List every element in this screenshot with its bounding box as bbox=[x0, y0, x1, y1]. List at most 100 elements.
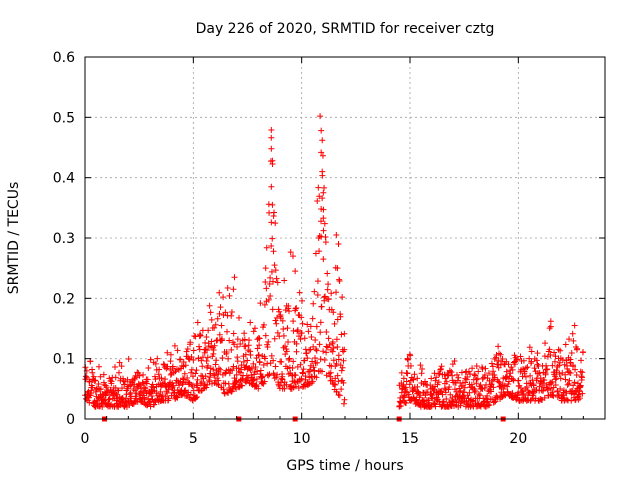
data-point bbox=[229, 367, 236, 374]
data-point bbox=[451, 357, 458, 364]
data-point bbox=[505, 361, 512, 368]
data-point bbox=[437, 366, 444, 373]
data-point bbox=[254, 368, 261, 375]
data-point bbox=[137, 382, 144, 389]
data-point bbox=[266, 281, 273, 288]
data-point bbox=[287, 249, 294, 256]
data-point bbox=[307, 362, 314, 369]
data-point bbox=[560, 391, 567, 398]
data-point bbox=[112, 390, 119, 397]
data-point bbox=[485, 370, 492, 377]
data-point bbox=[492, 398, 499, 405]
data-point bbox=[189, 383, 196, 390]
data-point bbox=[319, 195, 326, 202]
data-point bbox=[325, 281, 332, 288]
data-point bbox=[401, 392, 408, 399]
data-point bbox=[319, 368, 326, 375]
data-point bbox=[230, 330, 237, 337]
data-point bbox=[198, 357, 205, 364]
data-point bbox=[523, 384, 530, 391]
data-point bbox=[271, 375, 278, 382]
data-point bbox=[273, 275, 280, 282]
data-point bbox=[261, 301, 268, 308]
data-point bbox=[89, 369, 96, 376]
data-point bbox=[265, 296, 272, 303]
data-point bbox=[520, 390, 527, 397]
data-point bbox=[325, 296, 332, 303]
data-point bbox=[331, 320, 338, 327]
data-point bbox=[250, 328, 257, 335]
data-point bbox=[512, 361, 519, 368]
data-point bbox=[95, 363, 102, 370]
data-point bbox=[226, 370, 233, 377]
data-point bbox=[266, 371, 273, 378]
data-point bbox=[242, 343, 249, 350]
data-point bbox=[280, 326, 287, 333]
data-point bbox=[126, 402, 133, 409]
data-point bbox=[264, 360, 271, 367]
data-point bbox=[210, 366, 217, 373]
data-point bbox=[228, 346, 235, 353]
data-point bbox=[578, 357, 585, 364]
data-point bbox=[320, 256, 327, 263]
data-point bbox=[265, 338, 272, 345]
data-point bbox=[233, 378, 240, 385]
data-point bbox=[247, 319, 254, 326]
data-point bbox=[272, 363, 279, 370]
data-point bbox=[165, 386, 172, 393]
data-point bbox=[334, 265, 341, 272]
data-point bbox=[277, 379, 284, 386]
data-point bbox=[439, 391, 446, 398]
data-point bbox=[556, 362, 563, 369]
data-point bbox=[563, 390, 570, 397]
data-point bbox=[576, 395, 583, 402]
data-point bbox=[212, 361, 219, 368]
data-point bbox=[268, 242, 275, 249]
data-point bbox=[338, 386, 345, 393]
data-point bbox=[298, 375, 305, 382]
data-point bbox=[559, 356, 566, 363]
data-point bbox=[270, 248, 277, 255]
data-point bbox=[294, 328, 301, 335]
data-point bbox=[422, 392, 429, 399]
data-point bbox=[97, 373, 104, 380]
data-point bbox=[419, 366, 426, 373]
data-point bbox=[208, 338, 215, 345]
data-point bbox=[333, 289, 340, 296]
data-point bbox=[216, 331, 223, 338]
data-point bbox=[237, 340, 244, 347]
data-point bbox=[188, 369, 195, 376]
data-point bbox=[257, 300, 264, 307]
data-point bbox=[95, 381, 102, 388]
data-point bbox=[449, 361, 456, 368]
data-point bbox=[216, 289, 223, 296]
data-point bbox=[260, 321, 267, 328]
data-point bbox=[156, 366, 163, 373]
data-point bbox=[179, 379, 186, 386]
data-point bbox=[214, 315, 221, 322]
data-point bbox=[568, 397, 575, 404]
data-point bbox=[571, 379, 578, 386]
data-point bbox=[321, 357, 328, 364]
x-axis-label: GPS time / hours bbox=[286, 458, 403, 474]
data-point bbox=[226, 292, 233, 299]
data-point bbox=[132, 387, 139, 394]
data-point bbox=[438, 388, 445, 395]
data-point bbox=[260, 361, 267, 368]
data-point bbox=[272, 220, 279, 227]
y-tick-label: 0.1 bbox=[53, 352, 75, 368]
data-point bbox=[335, 352, 342, 359]
data-point bbox=[464, 374, 471, 381]
data-point bbox=[530, 382, 537, 389]
data-point bbox=[281, 385, 288, 392]
data-point bbox=[321, 220, 328, 227]
data-point bbox=[400, 375, 407, 382]
data-point bbox=[542, 340, 549, 347]
data-point bbox=[234, 343, 241, 350]
data-point bbox=[473, 376, 480, 383]
data-point bbox=[490, 368, 497, 375]
data-point bbox=[570, 382, 577, 389]
data-point bbox=[301, 335, 308, 342]
data-point bbox=[447, 368, 454, 375]
data-point bbox=[86, 378, 93, 385]
